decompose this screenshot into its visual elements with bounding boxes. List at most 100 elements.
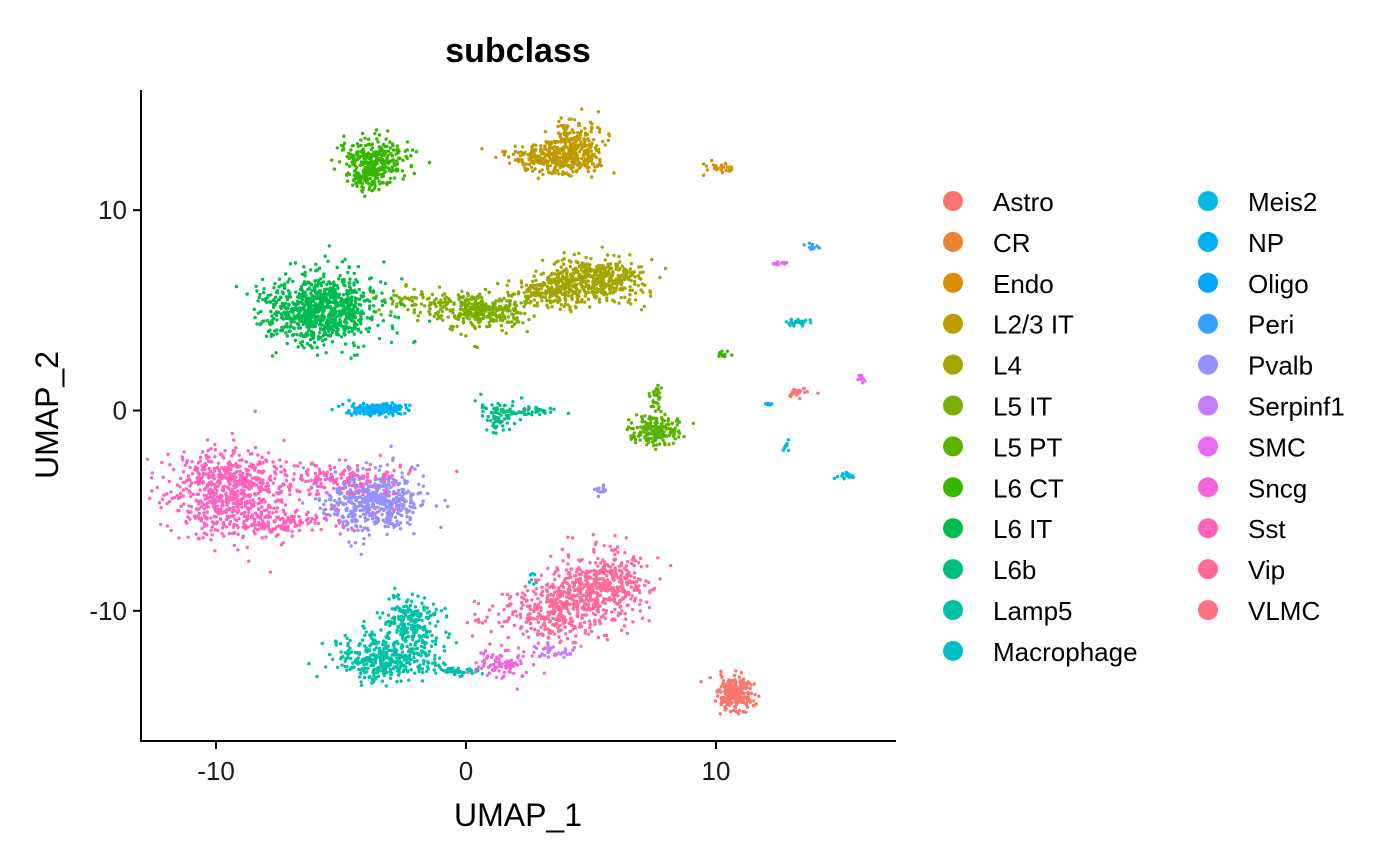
data-point — [268, 328, 272, 332]
data-point — [321, 280, 326, 284]
data-point — [841, 475, 845, 479]
data-point — [507, 427, 512, 432]
data-point — [310, 315, 314, 320]
data-point — [434, 624, 438, 628]
data-point — [519, 311, 523, 315]
data-point — [494, 318, 499, 323]
series-astro — [699, 669, 761, 716]
data-point — [400, 650, 405, 654]
data-point — [428, 301, 432, 305]
data-point — [344, 502, 348, 506]
data-point — [376, 167, 380, 172]
data-point — [724, 168, 728, 173]
data-point — [350, 319, 354, 323]
data-point — [317, 497, 321, 501]
data-point — [395, 167, 399, 171]
data-point — [557, 119, 561, 124]
data-point — [399, 508, 403, 513]
data-point — [513, 149, 518, 154]
data-point — [583, 300, 587, 304]
data-point — [453, 669, 457, 673]
data-point — [485, 418, 490, 422]
data-point — [377, 308, 381, 312]
data-point — [500, 328, 504, 333]
data-point — [356, 528, 360, 532]
chart-title: subclass — [445, 32, 591, 70]
data-point — [538, 155, 542, 159]
data-point — [544, 159, 549, 163]
data-point — [540, 168, 544, 172]
data-point — [609, 283, 613, 287]
data-point — [342, 134, 346, 138]
data-point — [364, 500, 368, 505]
data-point — [391, 593, 396, 598]
data-point — [561, 262, 566, 266]
data-point — [379, 312, 383, 317]
data-point — [309, 291, 313, 295]
data-point — [691, 421, 696, 426]
data-point — [719, 685, 723, 689]
data-point — [588, 273, 592, 278]
data-point — [389, 670, 393, 675]
data-point — [546, 167, 550, 171]
data-point — [550, 305, 554, 309]
data-point — [795, 319, 799, 324]
data-point — [427, 303, 431, 308]
data-point — [718, 352, 722, 356]
data-point — [323, 499, 328, 503]
data-point — [662, 430, 666, 434]
data-point — [713, 699, 718, 703]
data-point — [540, 258, 545, 263]
data-point — [402, 605, 406, 609]
data-point — [725, 349, 730, 353]
data-point — [392, 158, 396, 163]
data-point — [332, 280, 336, 284]
data-point — [651, 424, 655, 429]
data-point — [398, 653, 402, 657]
data-point — [384, 501, 388, 505]
data-point — [408, 501, 413, 505]
data-point — [381, 159, 385, 163]
data-point — [386, 514, 390, 518]
data-point — [422, 596, 427, 600]
data-point — [272, 316, 276, 321]
data-point — [416, 314, 420, 318]
data-point — [389, 656, 393, 660]
data-point — [539, 144, 543, 148]
data-point — [391, 143, 395, 148]
data-point — [359, 552, 363, 556]
data-point — [365, 316, 370, 320]
data-point — [405, 644, 409, 649]
data-point — [409, 668, 413, 672]
series-l6-ct — [330, 128, 734, 359]
data-point — [727, 703, 732, 707]
data-point — [527, 317, 531, 322]
data-point — [430, 661, 434, 666]
data-point — [361, 542, 366, 546]
data-point — [550, 271, 554, 276]
data-point — [597, 150, 601, 155]
data-point — [422, 605, 426, 610]
data-point — [396, 662, 400, 666]
data-point — [607, 279, 611, 283]
data-point — [264, 296, 268, 301]
data-point — [489, 419, 493, 423]
data-point — [743, 686, 747, 690]
data-point — [563, 647, 567, 651]
data-point — [511, 292, 515, 297]
data-point — [507, 279, 511, 283]
data-point — [390, 165, 394, 169]
data-point — [360, 528, 364, 533]
data-point — [393, 647, 398, 652]
data-point — [425, 606, 429, 610]
data-point — [572, 252, 576, 257]
data-point — [434, 504, 439, 508]
data-point — [575, 168, 579, 173]
data-point — [270, 314, 274, 318]
data-point — [274, 313, 279, 318]
data-point — [356, 504, 361, 508]
data-point — [562, 291, 567, 295]
data-point — [396, 641, 400, 646]
data-point — [321, 339, 325, 343]
data-point — [380, 679, 385, 683]
